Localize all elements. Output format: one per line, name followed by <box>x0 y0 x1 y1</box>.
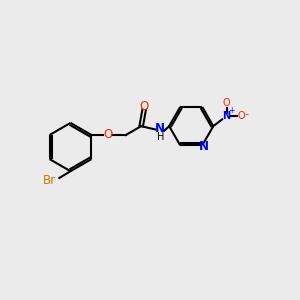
Text: +: + <box>228 106 235 115</box>
Text: H: H <box>157 132 164 142</box>
Text: Br: Br <box>43 173 56 187</box>
Text: O: O <box>223 98 230 108</box>
Text: O: O <box>238 111 245 121</box>
Text: O: O <box>140 100 149 113</box>
Text: O: O <box>103 128 112 142</box>
Text: -: - <box>244 110 249 119</box>
Text: N: N <box>199 140 209 153</box>
Text: N: N <box>155 122 165 135</box>
Text: N: N <box>223 111 231 121</box>
